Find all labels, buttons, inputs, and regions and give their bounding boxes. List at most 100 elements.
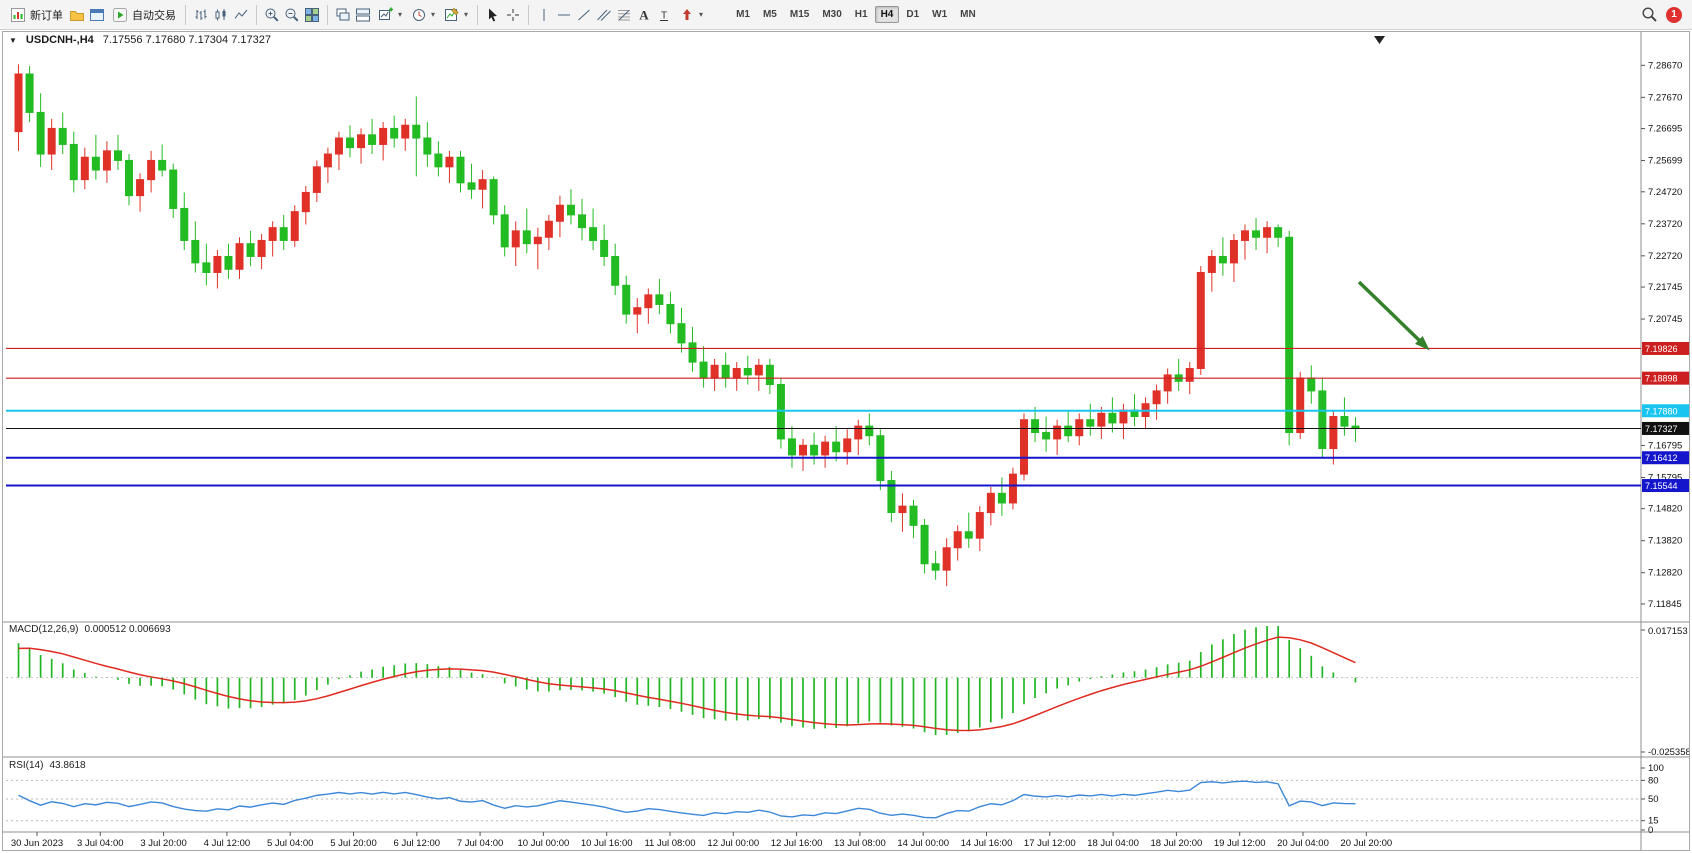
text-tool-icon[interactable]: A [635, 6, 653, 24]
time-axis[interactable]: 30 Jun 2023 3 Jul 04:00 3 Jul 20:00 4 Jul 1… [11, 832, 1392, 849]
candle [1240, 230, 1249, 241]
svg-text:3 Jul 04:00: 3 Jul 04:00 [77, 838, 123, 849]
svg-text:13 Jul 08:00: 13 Jul 08:00 [834, 838, 886, 849]
svg-text:5 Jul 20:00: 5 Jul 20:00 [330, 838, 376, 849]
candle [334, 137, 343, 155]
cursor-icon[interactable] [484, 6, 502, 24]
horizontal-line-tool-icon[interactable] [555, 6, 573, 24]
candle [357, 134, 366, 149]
svg-text:7.17327: 7.17327 [1645, 424, 1678, 434]
chart-canvas[interactable]: 7.28670 7.27670 7.26695 7.25699 7.24720 7.237… [3, 32, 1689, 850]
auto-trading-button[interactable]: 自动交易 [108, 4, 179, 26]
macd-panel: 0.017153 -0.025358 [6, 626, 1689, 758]
price-axis[interactable]: 7.28670 7.27670 7.26695 7.25699 7.24720 7.237… [1641, 60, 1682, 610]
profiles-icon[interactable] [68, 6, 86, 24]
candle [136, 179, 145, 197]
macd-values: 0.000512 0.006693 [84, 624, 171, 635]
candle [257, 239, 266, 257]
candle [58, 127, 67, 145]
fibonacci-tool-icon[interactable] [615, 6, 633, 24]
period-dropdown[interactable]: ▾ [407, 4, 438, 26]
candle [1329, 416, 1338, 450]
candle [1097, 412, 1106, 427]
candle [699, 361, 708, 379]
search-icon[interactable] [1640, 6, 1658, 24]
timeframe-button-m5[interactable]: M5 [762, 9, 777, 20]
candle [953, 531, 962, 549]
candle [346, 137, 354, 149]
candle [832, 441, 841, 453]
channel-tool-icon[interactable] [595, 6, 613, 24]
candle [964, 531, 973, 539]
candlestick-series [14, 64, 1360, 587]
macd-signal-line [18, 636, 1356, 732]
trendline-tool-icon[interactable] [575, 6, 593, 24]
candle [379, 127, 388, 145]
svg-text:7.12820: 7.12820 [1648, 568, 1682, 579]
candle [401, 124, 410, 139]
arrows-dropdown[interactable]: ▾ [675, 4, 706, 26]
auto-trading-label: 自动交易 [132, 9, 176, 22]
timeframe-button-d1[interactable]: D1 [906, 9, 920, 20]
candle [1296, 377, 1305, 434]
timeframe-button-mn[interactable]: MN [960, 9, 976, 20]
candle [36, 111, 45, 155]
rsi-value: 43.8618 [49, 760, 86, 771]
svg-text:14 Jul 00:00: 14 Jul 00:00 [897, 838, 949, 849]
candle [213, 255, 222, 273]
svg-text:18 Jul 20:00: 18 Jul 20:00 [1151, 838, 1203, 849]
svg-text:7.16795: 7.16795 [1648, 440, 1682, 451]
candle [1307, 377, 1316, 392]
timeframe-button-m30[interactable]: M30 [822, 9, 842, 20]
chevron-down-icon: ▾ [464, 9, 469, 19]
chevron-down-icon: ▾ [398, 9, 403, 19]
horizontal-lines[interactable]: 7.19826 7.18898 7.17880 7.17327 7.16412 7.155… [6, 341, 1689, 493]
timeframe-button-m15[interactable]: M15 [789, 9, 810, 20]
candle [533, 236, 542, 245]
candle [1196, 271, 1205, 369]
candle [1340, 416, 1349, 427]
svg-text:7.24720: 7.24720 [1648, 187, 1682, 198]
candle [1285, 236, 1294, 434]
candle [810, 444, 819, 456]
crosshair-icon[interactable] [504, 6, 522, 24]
template-dropdown[interactable]: ▾ [440, 4, 471, 26]
candle [368, 134, 377, 145]
new-chart-dropdown[interactable]: ▾ [374, 4, 405, 26]
timeframe-button-h1[interactable]: H1 [854, 9, 868, 20]
tile-windows-icon[interactable] [303, 6, 321, 24]
timeframe-button-m1[interactable]: M1 [736, 9, 750, 20]
chart-menu-icon[interactable]: ▼ [9, 35, 17, 45]
zoom-out-icon[interactable] [283, 6, 301, 24]
candle [644, 294, 653, 309]
panel-frame [3, 32, 1689, 850]
timeframe-bar: M1 M5 M15 M30 H1 H4 D1 W1 MN [730, 6, 982, 23]
candle [390, 127, 399, 139]
timeframe-button-h4[interactable]: H4 [874, 6, 900, 23]
terminal-window-icon[interactable] [88, 6, 106, 24]
candle [1274, 227, 1283, 238]
timeframe-button-w1[interactable]: W1 [932, 9, 948, 20]
candlestick-mode-icon[interactable] [212, 6, 230, 24]
zoom-in-icon[interactable] [263, 6, 281, 24]
vertical-line-tool-icon[interactable] [535, 6, 553, 24]
autoscroll-marker-icon[interactable] [1374, 36, 1385, 44]
label-tool-icon[interactable]: T [655, 6, 673, 24]
candle [1064, 425, 1073, 437]
candle [854, 425, 863, 440]
candle [434, 153, 443, 168]
arrange-windows-icon[interactable] [354, 6, 372, 24]
cascade-windows-icon[interactable] [334, 6, 352, 24]
notification-badge[interactable]: 1 [1666, 6, 1682, 23]
chart-template-icon [443, 6, 461, 24]
line-chart-mode-icon[interactable] [232, 6, 250, 24]
bar-chart-mode-icon[interactable] [192, 6, 210, 24]
candle [268, 227, 277, 241]
toolbar-separator [477, 4, 479, 25]
annotation-arrow[interactable] [1357, 280, 1430, 351]
new-order-icon [9, 6, 27, 24]
new-order-button[interactable]: 新订单 [6, 4, 66, 26]
toolbar-separator [185, 4, 186, 25]
svg-text:7.23720: 7.23720 [1648, 219, 1682, 230]
svg-text:7.11845: 7.11845 [1648, 599, 1682, 610]
